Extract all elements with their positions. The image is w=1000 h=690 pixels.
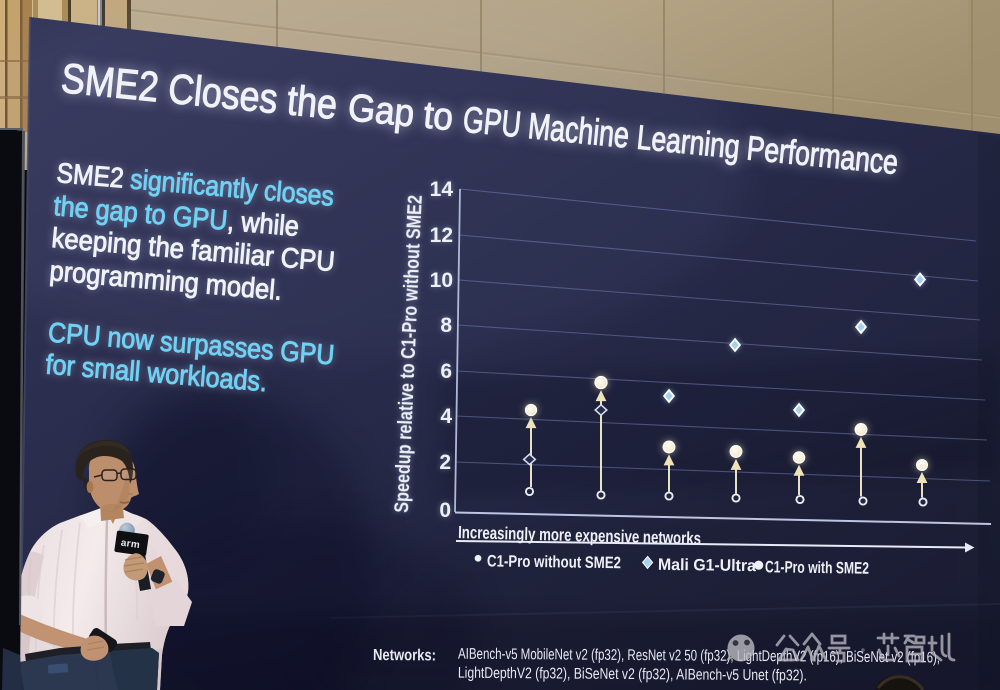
svg-text:8: 8 [440,314,452,337]
svg-text:Mali G1-Ultra: Mali G1-Ultra [658,556,757,575]
svg-text:14: 14 [430,178,454,201]
svg-text:C1-Pro without SME2: C1-Pro without SME2 [487,552,621,572]
svg-text:6: 6 [440,360,452,383]
svg-text:Networks:: Networks: [373,647,436,664]
svg-text:10: 10 [430,269,453,292]
svg-text:0: 0 [439,499,451,522]
svg-text:C1-Pro with SME2: C1-Pro with SME2 [765,558,869,577]
svg-text:2: 2 [439,451,451,474]
svg-text:12: 12 [430,224,453,247]
svg-text:AIBench-v5 MobileNet v2 (fp32): AIBench-v5 MobileNet v2 (fp32), ResNet v… [458,646,940,667]
svg-text:LightDepthV2 (fp32), BiSeNet v: LightDepthV2 (fp32), BiSeNet v2 (fp32), … [458,665,807,685]
svg-text:Gap to: Gap to [346,86,465,140]
svg-text:arm: arm [120,538,141,552]
svg-text:4: 4 [440,405,452,428]
